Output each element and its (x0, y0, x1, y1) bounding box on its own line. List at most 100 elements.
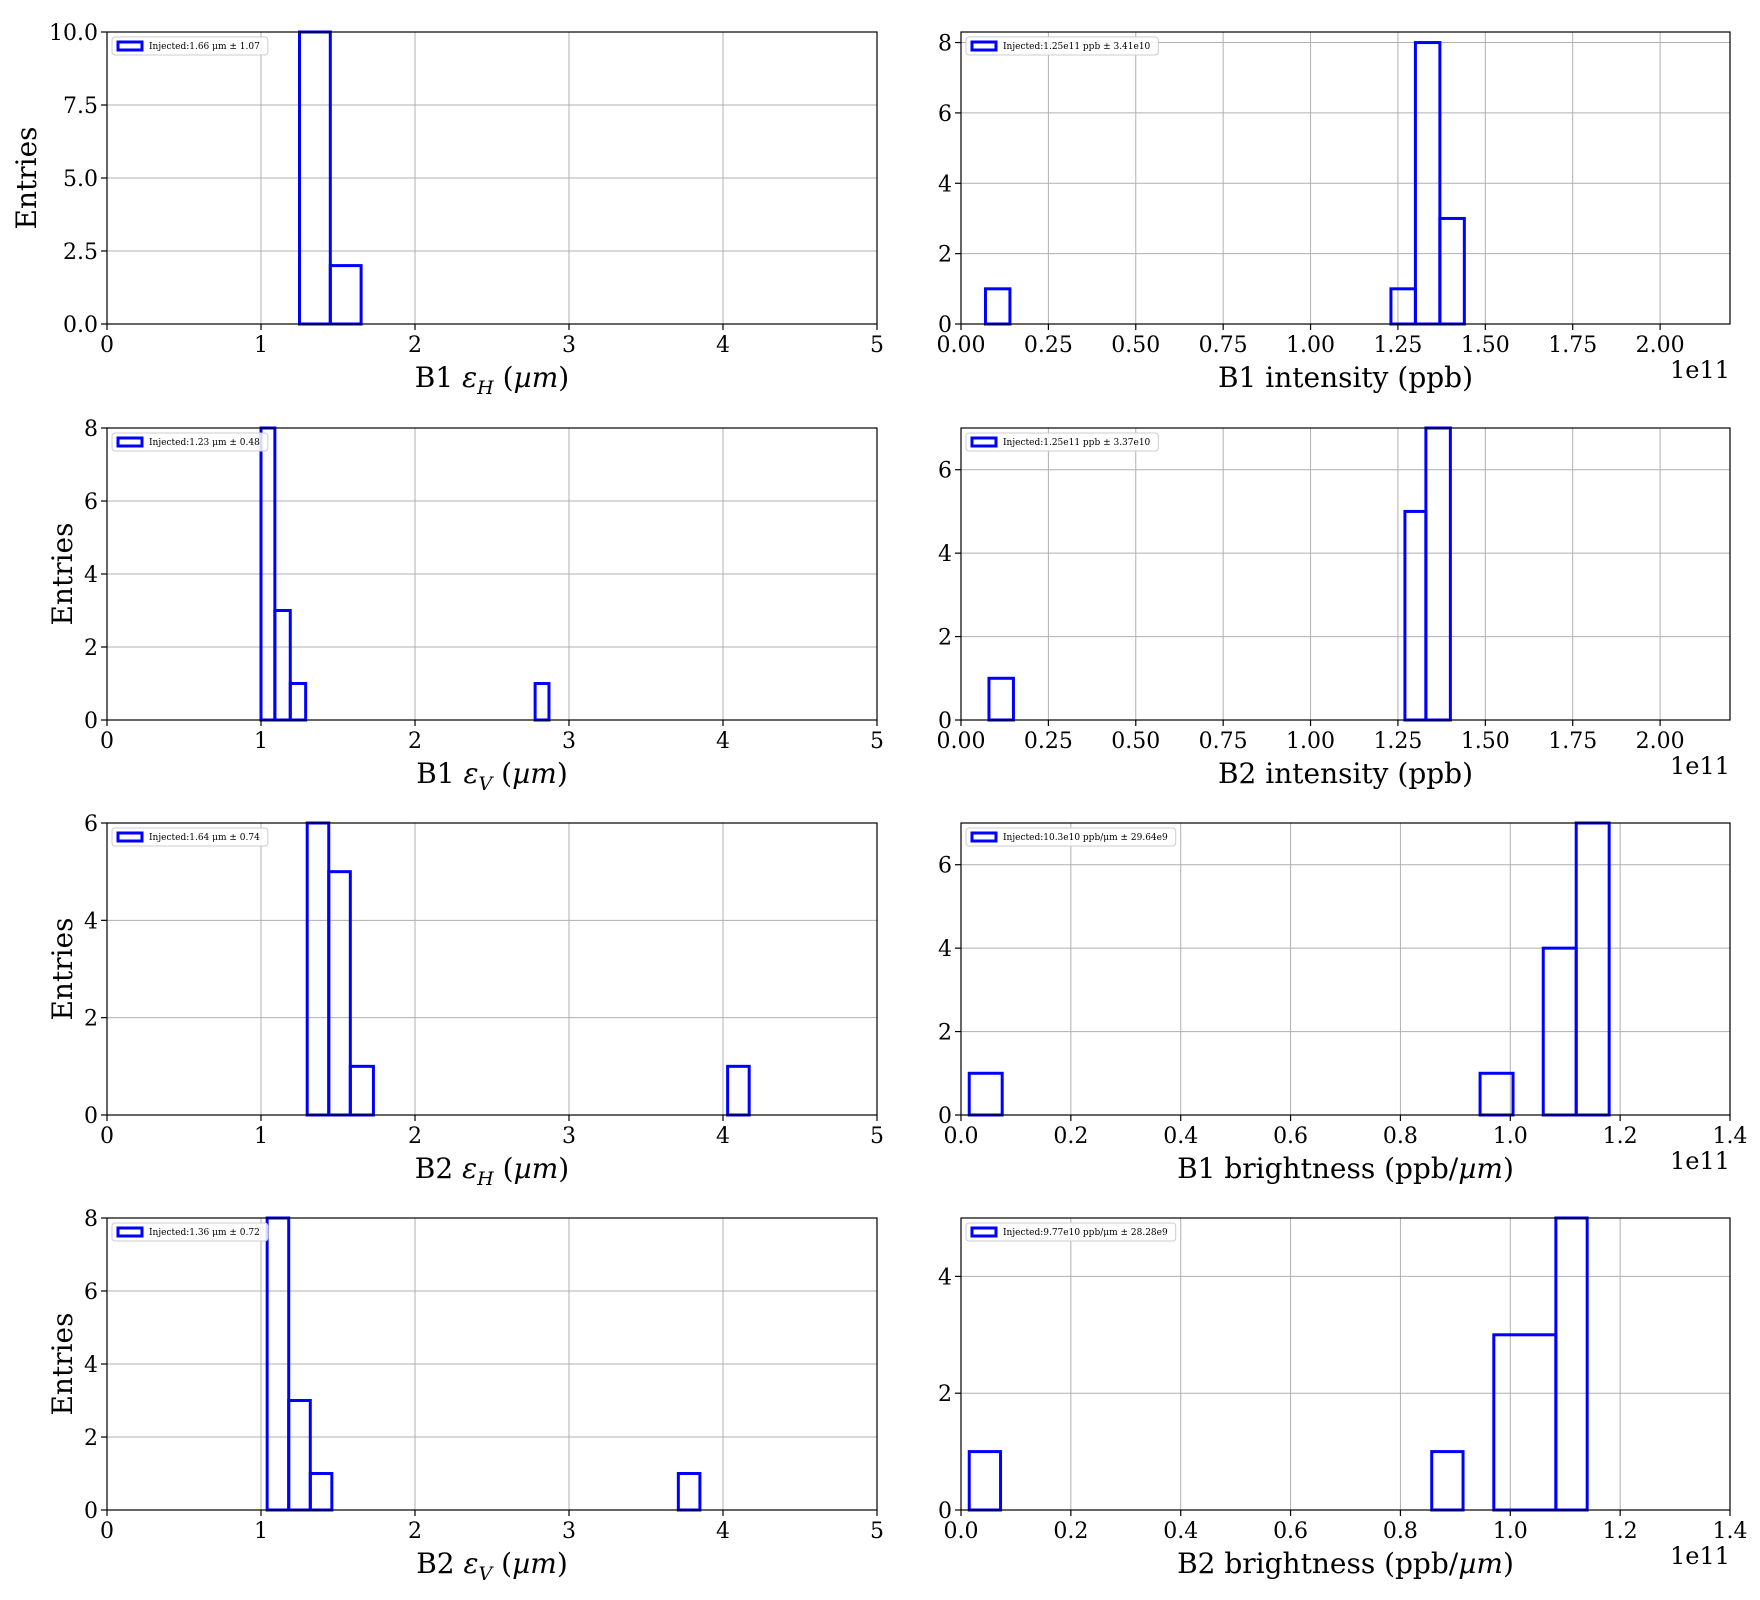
x-tick-label: 4 (716, 333, 730, 358)
histogram-bar (328, 264, 363, 326)
y-tick-label: 2 (938, 243, 952, 268)
x-tick-label: 0 (100, 729, 114, 754)
y-tick-label: 8 (84, 1207, 98, 1232)
x-tick-label: 3 (562, 333, 576, 358)
histogram-panel-5: 0 1 2 3 4 5 0 2 4 6 B2 εH (µm) Entries Injected:1.64… (46, 812, 884, 1190)
x-tick-label: 1.50 (1461, 333, 1510, 358)
y-tick-label: 8 (938, 32, 952, 57)
legend-swatch (970, 40, 998, 52)
plot-frame (960, 31, 1731, 325)
plot-frame (106, 822, 878, 1116)
histogram-panel-6: 0.0 0.2 0.4 0.6 0.8 1.0 1.2 1.4 0 2 4 6 B1 brightnes… (938, 821, 1748, 1185)
histogram-bar (967, 1071, 1004, 1117)
histogram-bar (533, 682, 551, 722)
histogram-bar (726, 1064, 751, 1117)
x-tick-label: 0.50 (1111, 729, 1160, 754)
y-axis-label: Entries (46, 917, 79, 1020)
x-tick-label: 2 (408, 1519, 422, 1544)
y-tick-label: 5.0 (63, 167, 98, 192)
legend: Injected:10.3e10 ppb/μm ± 29.64e9 (965, 827, 1177, 847)
y-tick-label: 0 (938, 313, 952, 338)
x-tick-label: 1.75 (1548, 333, 1597, 358)
y-axis-label: Entries (10, 126, 43, 229)
histogram-bar (308, 1472, 334, 1512)
x-tick-label: 1 (254, 1124, 268, 1149)
legend: Injected:1.36 μm ± 0.72 (111, 1222, 269, 1242)
legend-swatch (116, 831, 144, 843)
y-tick-label: 0 (84, 709, 98, 734)
x-tick-label: 0.25 (1024, 729, 1073, 754)
y-tick-label: 2 (938, 1021, 952, 1046)
x-tick-label: 5 (870, 729, 884, 754)
x-tick-label: 0 (100, 1519, 114, 1544)
legend-label: Injected:1.25e11 ppb ± 3.41e10 (1003, 42, 1151, 52)
y-tick-label: 2 (84, 1426, 98, 1451)
x-tick-label: 1.25 (1373, 729, 1422, 754)
legend-label: Injected:1.64 μm ± 0.74 (149, 833, 260, 843)
x-tick-label: 0.50 (1111, 333, 1160, 358)
x-axis-label: B1 εH (µm) (415, 361, 569, 399)
legend-box (111, 432, 269, 452)
legend-label: Injected:1.66 μm ± 1.07 (149, 42, 260, 52)
x-tick-label: 1.4 (1713, 1519, 1748, 1544)
x-tick-label: 2.00 (1636, 729, 1685, 754)
x-tick-label: 1.2 (1603, 1519, 1638, 1544)
x-tick-label: 1.4 (1713, 1124, 1748, 1149)
histogram-bar (1389, 287, 1417, 326)
legend-box (965, 432, 1159, 452)
x-tick-label: 5 (870, 1519, 884, 1544)
x-offset-label: 1e11 (1670, 356, 1730, 384)
histogram-bar (1438, 216, 1466, 326)
x-tick-label: 1 (254, 1519, 268, 1544)
x-tick-label: 1 (254, 729, 268, 754)
y-tick-label: 4 (938, 937, 952, 962)
legend: Injected:1.25e11 ppb ± 3.41e10 (965, 36, 1159, 56)
y-tick-label: 4 (938, 172, 952, 197)
x-tick-label: 1.0 (1493, 1124, 1528, 1149)
x-tick-label: 0.75 (1199, 729, 1248, 754)
x-offset-label: 1e11 (1670, 1542, 1730, 1570)
x-tick-label: 4 (716, 1519, 730, 1544)
plot-frame (960, 427, 1731, 721)
histogram-bar (1492, 1333, 1558, 1512)
plot-frame (960, 822, 1731, 1116)
y-axis-label: Entries (46, 1312, 79, 1415)
legend: Injected:1.66 μm ± 1.07 (111, 36, 269, 56)
y-tick-label: 0 (84, 1104, 98, 1129)
y-tick-label: 4 (938, 542, 952, 567)
x-tick-label: 5 (870, 1124, 884, 1149)
legend-swatch (116, 1226, 144, 1238)
y-tick-label: 4 (938, 1265, 952, 1290)
y-axis-label: Entries (46, 522, 79, 625)
histogram-bar (1424, 426, 1452, 722)
x-tick-label: 1.75 (1548, 729, 1597, 754)
x-axis-label: B2 intensity (ppb) (1218, 757, 1473, 790)
legend-label: Injected:1.36 μm ± 0.72 (149, 1228, 260, 1238)
y-tick-label: 8 (84, 417, 98, 442)
x-tick-label: 3 (562, 729, 576, 754)
histogram-bar (676, 1472, 702, 1512)
histogram-panel-1: 0 1 2 3 4 5 0.0 2.5 5.0 7.5 10.0 B1 εH (µm) Entries I… (10, 21, 884, 399)
x-tick-label: 0.6 (1273, 1124, 1308, 1149)
x-axis-label: B1 brightness (ppb/µm) (1177, 1152, 1514, 1185)
y-tick-label: 0.0 (63, 313, 98, 338)
y-tick-label: 6 (938, 459, 952, 484)
y-tick-label: 2 (84, 636, 98, 661)
x-tick-label: 5 (870, 333, 884, 358)
y-tick-label: 2 (84, 1007, 98, 1032)
y-tick-label: 4 (84, 909, 98, 934)
y-tick-label: 2 (938, 1382, 952, 1407)
x-tick-label: 3 (562, 1519, 576, 1544)
y-tick-label: 6 (938, 102, 952, 127)
x-axis-label: B1 intensity (ppb) (1218, 361, 1473, 394)
legend: Injected:1.64 μm ± 0.74 (111, 827, 269, 847)
x-tick-label: 0.75 (1199, 333, 1248, 358)
x-axis-label: B2 brightness (ppb/µm) (1177, 1547, 1514, 1580)
x-tick-label: 0.0 (944, 1124, 979, 1149)
x-tick-label: 2 (408, 1124, 422, 1149)
y-tick-label: 4 (84, 563, 98, 588)
histogram-bar (987, 676, 1015, 722)
legend-swatch (116, 40, 144, 52)
histogram-bar (1430, 1450, 1465, 1512)
